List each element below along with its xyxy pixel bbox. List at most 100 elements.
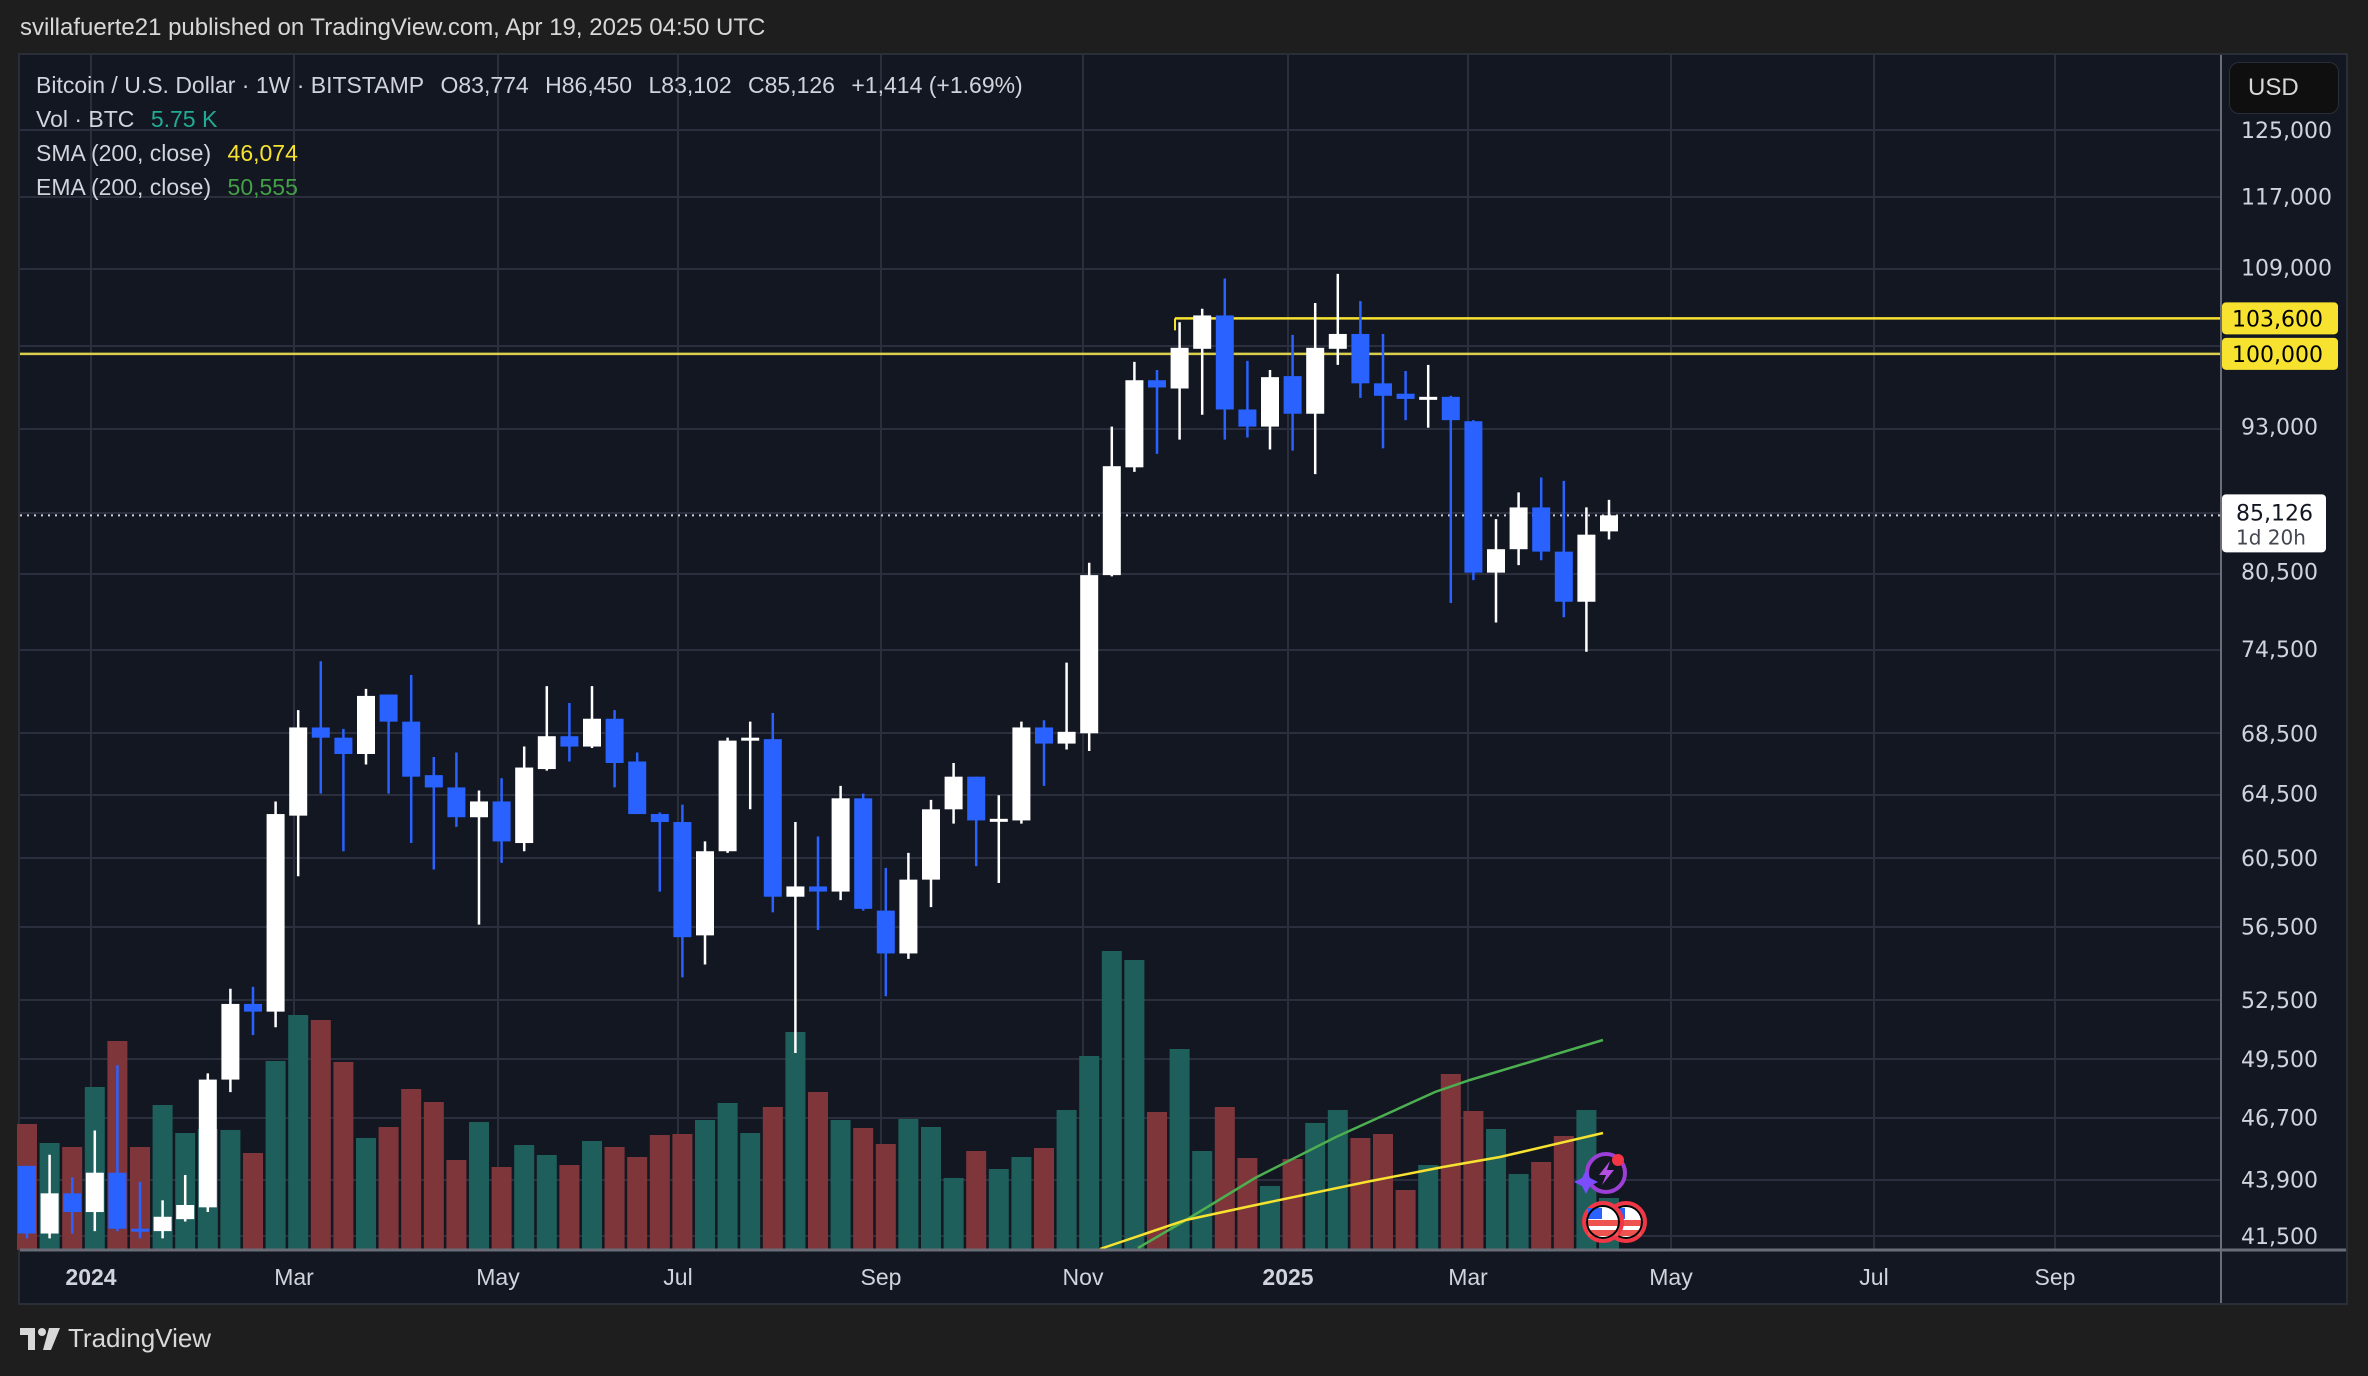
price-tick-label: 68,500 (2241, 722, 2318, 747)
candle-up[interactable] (1170, 347, 1189, 389)
candle-down[interactable] (18, 1165, 36, 1234)
us-flag-stripe (1588, 1230, 1618, 1236)
volume-bar (921, 1127, 941, 1250)
candle-up[interactable] (1193, 315, 1212, 349)
candle-down[interactable] (447, 787, 466, 818)
candle-up[interactable] (266, 814, 285, 1012)
candle-up[interactable] (198, 1079, 217, 1208)
candle-down[interactable] (379, 694, 398, 722)
candle-up[interactable] (515, 767, 534, 844)
candle-up[interactable] (1012, 727, 1031, 821)
candle-up[interactable] (40, 1193, 59, 1234)
volume-bar (356, 1138, 376, 1250)
candle-down[interactable] (673, 822, 692, 938)
candle-down[interactable] (1283, 376, 1302, 414)
candle-up[interactable] (470, 801, 488, 818)
volume-bar (514, 1145, 535, 1250)
ohlc-open: O83,774 (440, 72, 529, 98)
candle-down[interactable] (1532, 507, 1551, 552)
candle-down[interactable] (763, 739, 782, 897)
candle-down[interactable] (492, 801, 511, 842)
currency-button[interactable]: USD (2229, 62, 2339, 114)
candle-up[interactable] (989, 818, 1008, 822)
candle-down[interactable] (1215, 315, 1234, 410)
level-price-tag (2222, 337, 2338, 370)
candle-down[interactable] (628, 761, 647, 815)
price-tick-label: 46,700 (2241, 1107, 2318, 1132)
candle-down[interactable] (1396, 393, 1415, 399)
candle-up[interactable] (221, 1003, 240, 1080)
candle-up[interactable] (944, 776, 963, 810)
candle-up[interactable] (537, 736, 556, 770)
candle-down[interactable] (1351, 333, 1370, 384)
candle-down[interactable] (605, 718, 624, 764)
candle-down[interactable] (1554, 551, 1573, 602)
candle-up[interactable] (786, 886, 805, 897)
volume-bar (1214, 1107, 1235, 1250)
candle-up[interactable] (922, 809, 940, 880)
candle-up[interactable] (741, 737, 760, 741)
tradingview-logo[interactable]: TradingView (20, 1323, 211, 1354)
candle-up[interactable] (85, 1172, 104, 1213)
candle-up[interactable] (1600, 515, 1618, 532)
volume-bar (333, 1062, 354, 1250)
candle-down[interactable] (311, 727, 330, 738)
candle-down[interactable] (809, 886, 827, 892)
volume-bar (243, 1153, 263, 1250)
candle-down[interactable] (402, 721, 421, 777)
candle-down[interactable] (967, 776, 986, 821)
candle-up[interactable] (899, 879, 918, 954)
candle-up[interactable] (1102, 466, 1121, 576)
ema-label[interactable]: EMA (200, close) (36, 174, 212, 200)
candle-down[interactable] (1238, 409, 1257, 427)
sma-label[interactable]: SMA (200, close) (36, 140, 212, 166)
candle-up[interactable] (1125, 380, 1144, 468)
candle-up[interactable] (1057, 731, 1076, 744)
price-tick-label: 56,500 (2241, 915, 2318, 940)
countdown-timer: 1d 20h (2236, 525, 2306, 549)
candle-up[interactable] (1306, 347, 1325, 414)
candle-down[interactable] (334, 737, 353, 754)
candle-up[interactable] (831, 798, 850, 892)
candle-down[interactable] (1441, 396, 1460, 421)
symbol-name[interactable]: Bitcoin / U.S. Dollar · 1W · BITSTAMP (36, 72, 425, 98)
volume-bar (943, 1178, 964, 1250)
candle-down[interactable] (650, 814, 669, 823)
last-price-value: 85,126 (2236, 501, 2313, 526)
candle-up[interactable] (153, 1216, 172, 1232)
candle-down[interactable] (876, 910, 895, 954)
price-tick-label: 43,900 (2241, 1169, 2318, 1194)
volume-bar (152, 1105, 173, 1250)
candle-up[interactable] (696, 851, 714, 936)
candle-up[interactable] (583, 718, 601, 747)
volume-bar (1350, 1138, 1371, 1250)
candle-down[interactable] (1464, 421, 1483, 573)
candle-up[interactable] (176, 1204, 195, 1220)
candle-up[interactable] (1328, 333, 1347, 349)
candle-up[interactable] (1487, 549, 1505, 573)
candle-down[interactable] (854, 798, 873, 909)
candle-down[interactable] (63, 1193, 82, 1213)
candle-up[interactable] (1080, 575, 1099, 734)
volume-label[interactable]: Vol · BTC (36, 106, 135, 132)
candle-down[interactable] (131, 1228, 149, 1232)
candle-down[interactable] (424, 775, 443, 788)
candle-down[interactable] (108, 1172, 127, 1229)
volume-bar (559, 1165, 580, 1250)
candle-up[interactable] (1509, 507, 1528, 550)
candle-up[interactable] (718, 740, 737, 852)
candle-down[interactable] (1374, 383, 1392, 396)
candle-down[interactable] (244, 1003, 262, 1012)
candle-up[interactable] (1419, 396, 1438, 400)
candle-up[interactable] (289, 727, 308, 816)
candle-down[interactable] (1148, 380, 1166, 388)
us-flag-stripe (1611, 1220, 1641, 1226)
candle-down[interactable] (560, 736, 579, 747)
volume-bar (469, 1122, 489, 1250)
candle-up[interactable] (357, 695, 375, 754)
time-axis-label: Sep (861, 1264, 902, 1290)
candle-up[interactable] (1261, 377, 1279, 427)
candle-down[interactable] (1035, 727, 1053, 744)
candle-up[interactable] (1577, 534, 1596, 602)
